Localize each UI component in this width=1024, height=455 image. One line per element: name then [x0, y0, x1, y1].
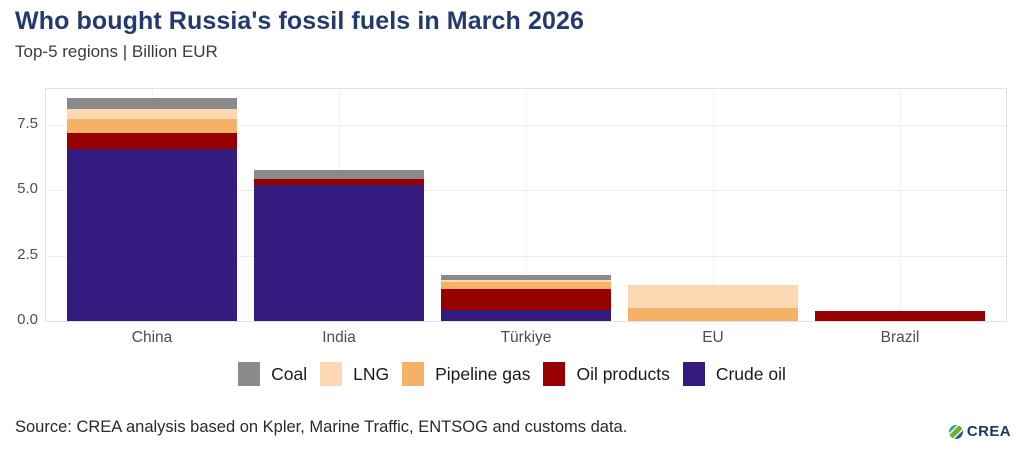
y-tick-label: 0.0 — [17, 311, 38, 328]
y-tick-label: 2.5 — [17, 245, 38, 263]
plot-panel — [45, 88, 1007, 322]
bar-segment-crude-oil — [441, 310, 611, 321]
source-note: Source: CREA analysis based on Kpler, Ma… — [15, 418, 628, 436]
bar-segment-crude-oil — [254, 185, 424, 321]
bar-segment-pipeline-gas — [67, 118, 237, 134]
legend-item-coal: Coal — [238, 362, 307, 386]
v-gridline — [713, 89, 714, 321]
legend-swatch — [238, 362, 261, 386]
bar-segment-oil-products — [67, 133, 237, 149]
bar-segment-coal — [254, 170, 424, 180]
bar-segment-oil-products — [815, 310, 985, 321]
legend-item-oil-products: Oil products — [543, 362, 670, 386]
bar-segment-coal — [67, 98, 237, 110]
y-tick-label: 7.5 — [17, 115, 38, 133]
v-gridline — [900, 89, 901, 321]
stacked-bar-Brazil — [815, 310, 985, 321]
bar-segment-lng — [67, 109, 237, 119]
stacked-bar-Türkiye — [441, 274, 611, 321]
x-axis-label-India: India — [322, 329, 356, 346]
bar-segment-oil-products — [254, 179, 424, 186]
bar-segment-coal — [441, 274, 611, 281]
legend: Coal LNG Pipeline gas Oil products Crude oil — [0, 362, 1024, 386]
legend-item-pipeline-gas: Pipeline gas — [402, 362, 530, 386]
legend-label: Coal — [271, 363, 308, 384]
stacked-bar-China — [67, 98, 237, 321]
bar-segment-oil-products — [441, 289, 611, 310]
crea-logo-icon — [948, 424, 963, 439]
x-axis-label-Türkiye: Türkiye — [500, 329, 552, 346]
legend-swatch — [320, 362, 343, 386]
x-axis-label-EU: EU — [702, 329, 724, 346]
legend-item-crude-oil: Crude oil — [682, 362, 786, 386]
chart-title: Who bought Russia's fossil fuels in Marc… — [15, 7, 584, 35]
crea-logo: CREA — [948, 423, 1011, 440]
legend-swatch — [402, 362, 425, 386]
stacked-bar-India — [254, 170, 424, 321]
legend-swatch — [682, 362, 705, 386]
bar-segment-pipeline-gas — [628, 308, 798, 321]
x-axis-label-Brazil: Brazil — [880, 329, 920, 346]
legend-label: LNG — [353, 363, 390, 384]
bar-segment-pipeline-gas — [441, 282, 611, 290]
crea-logo-text: CREA — [966, 423, 1011, 440]
v-gridline — [526, 89, 527, 321]
bar-segment-lng — [441, 280, 611, 283]
stacked-bar-EU — [628, 285, 798, 321]
legend-label: Pipeline gas — [435, 363, 531, 384]
x-axis-label-China: China — [131, 329, 173, 346]
legend-swatch — [543, 362, 566, 386]
legend-item-lng: LNG — [320, 362, 389, 386]
bar-segment-lng — [628, 285, 798, 309]
legend-label: Oil products — [576, 363, 670, 384]
chart-subtitle: Top-5 regions | Billion EUR — [15, 42, 218, 61]
legend-label: Crude oil — [715, 363, 786, 384]
bar-segment-crude-oil — [67, 148, 237, 321]
y-tick-label: 5.0 — [17, 180, 38, 198]
